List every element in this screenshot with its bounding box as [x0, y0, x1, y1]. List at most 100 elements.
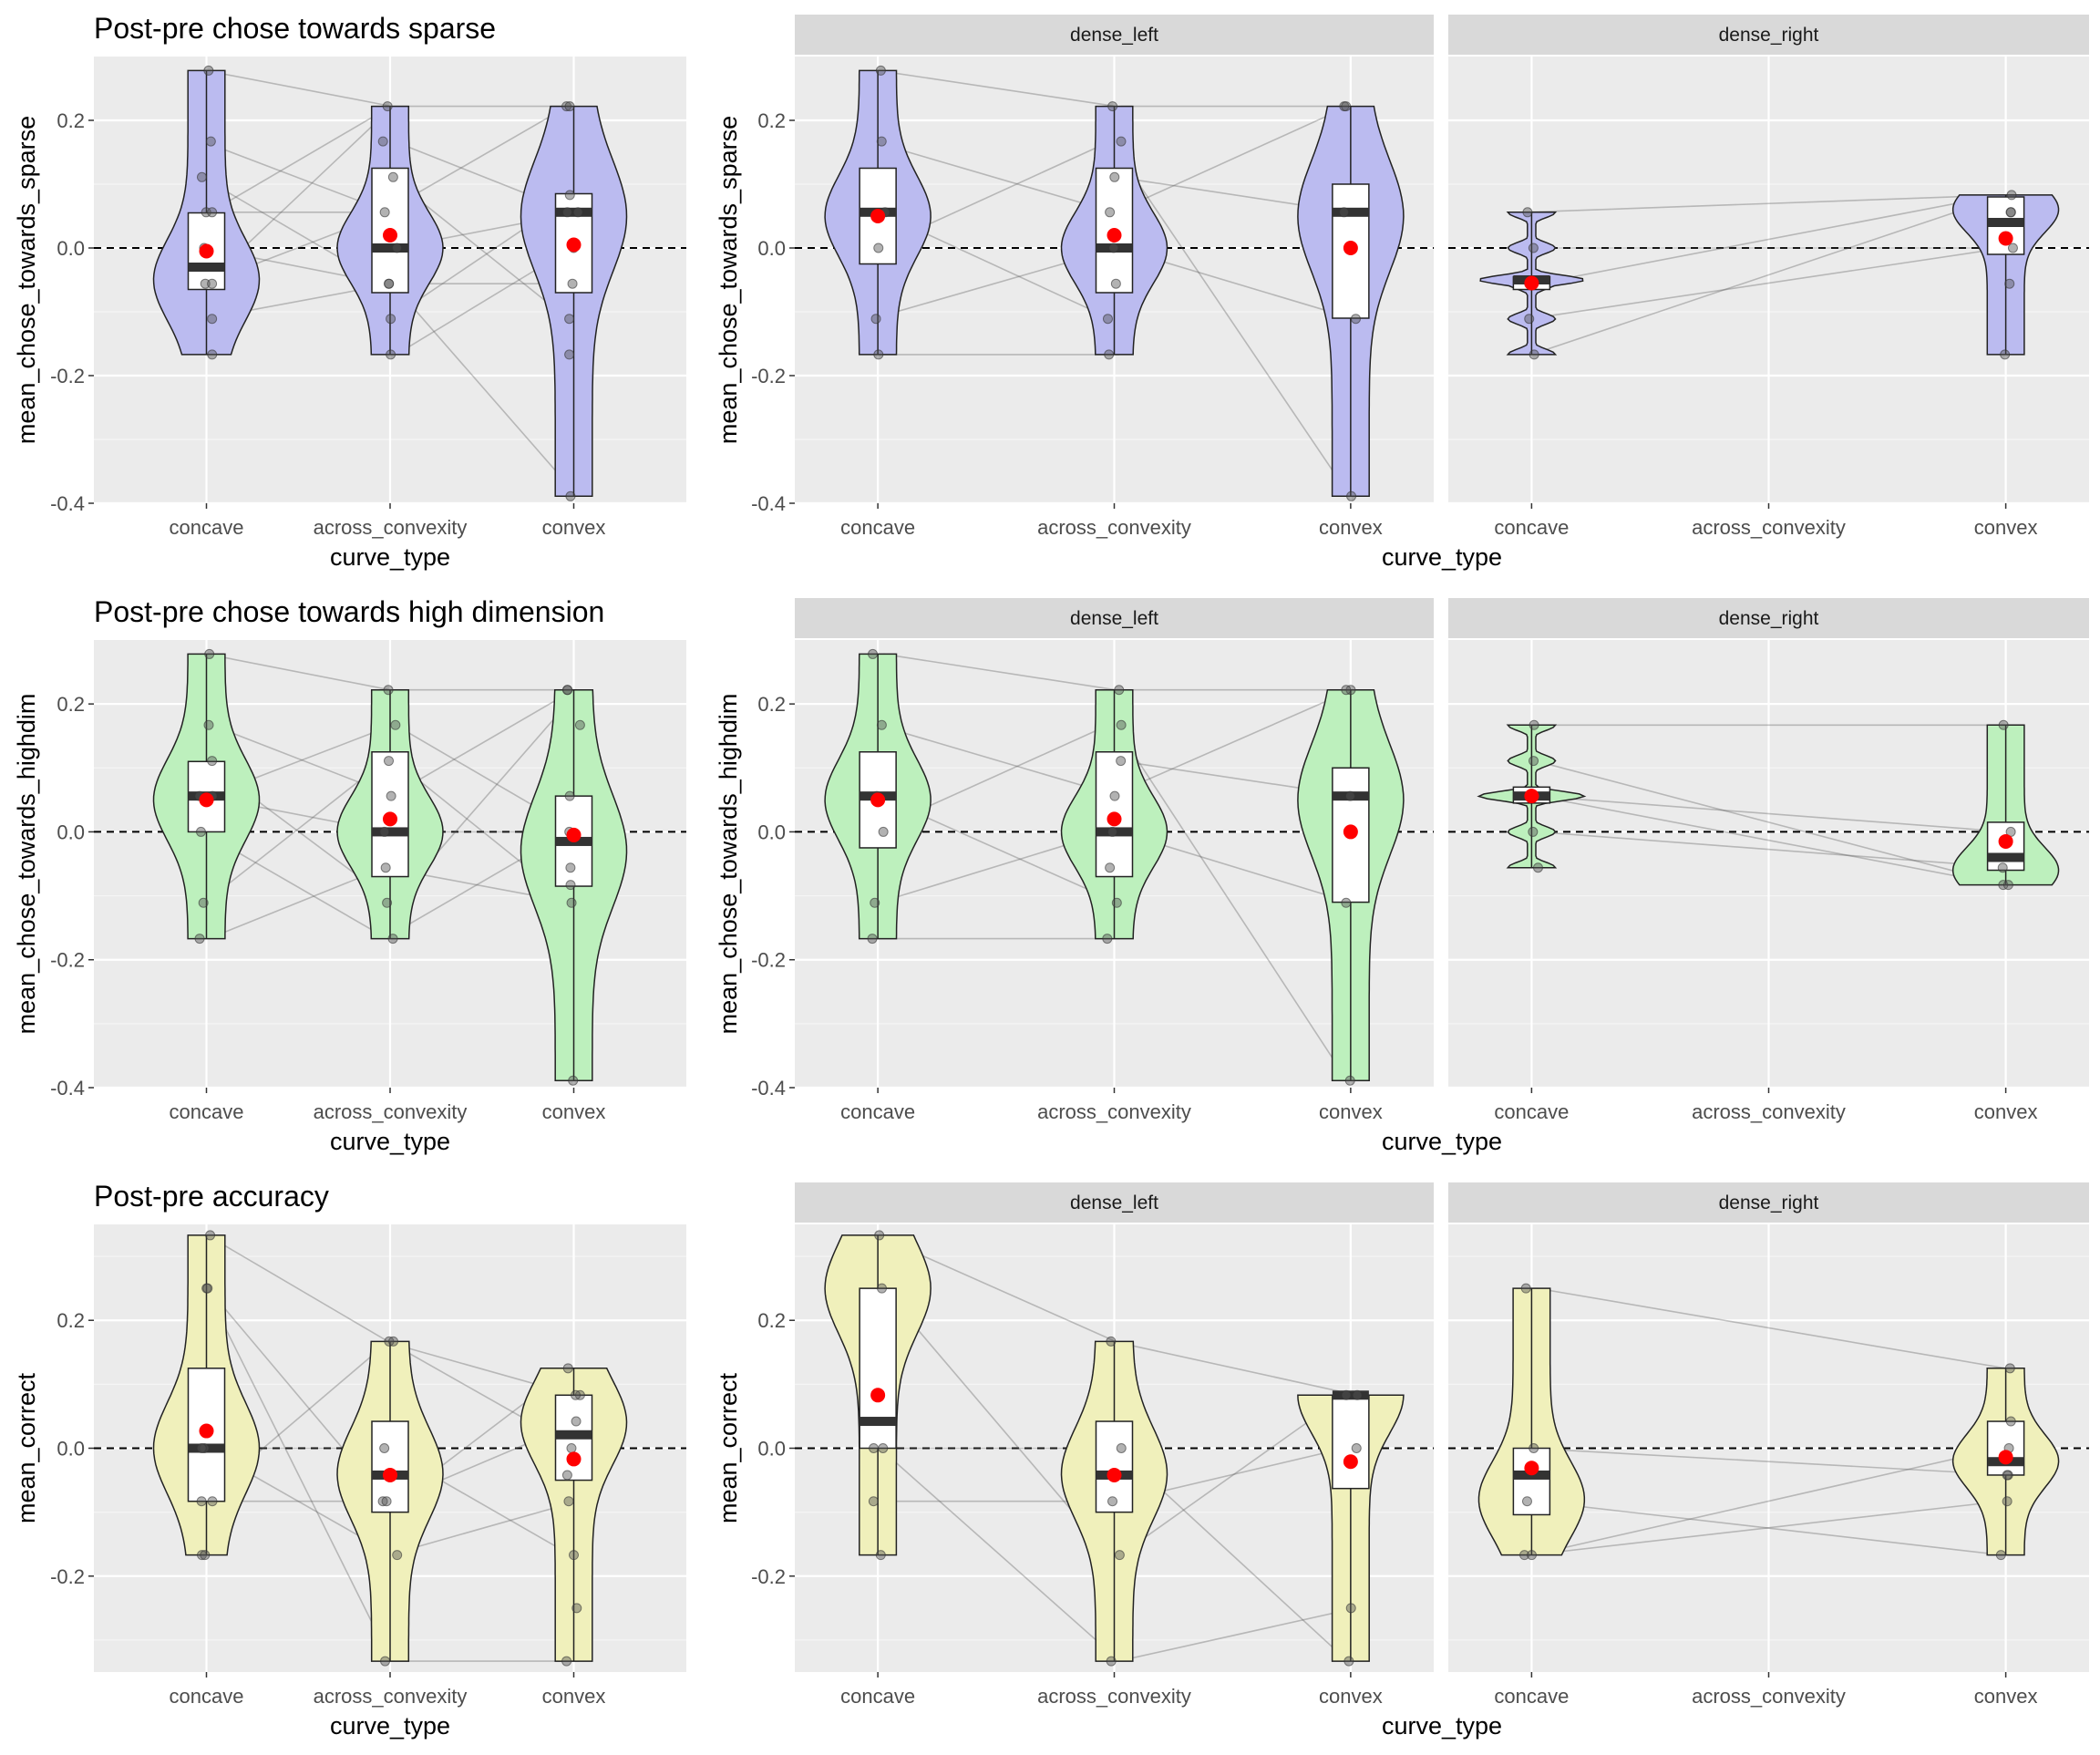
subject-connecting-line [390, 689, 574, 797]
violin-group [1477, 1283, 1586, 1561]
x-tick-label: concave [170, 516, 244, 539]
y-axis-label: mean_correct [13, 1372, 40, 1523]
subject-connecting-line [1528, 1447, 2012, 1476]
data-point [876, 136, 887, 147]
subject-connecting-line [209, 105, 392, 213]
box-median [188, 263, 225, 272]
data-point [207, 207, 218, 218]
subject-connecting-line [205, 69, 392, 108]
box-median [1987, 852, 2024, 862]
facet-strip-label: dense_left [1070, 25, 1158, 46]
data-point [1519, 1550, 1530, 1561]
data-point [1107, 101, 1118, 112]
data-point [1350, 314, 1361, 325]
mean-point [383, 1467, 397, 1482]
data-point [380, 862, 391, 873]
y-tick-label: 0.2 [757, 1309, 786, 1332]
y-tick-label: -0.4 [751, 1077, 786, 1099]
data-point [204, 648, 215, 659]
subject-connecting-line [1537, 795, 2003, 886]
data-point [572, 207, 583, 218]
x-tick-label: convex [1319, 516, 1383, 539]
violin-group [152, 1230, 261, 1561]
facet-strip-label: dense_left [1070, 1192, 1158, 1213]
violin-group [824, 65, 932, 360]
y-tick-label: 0.0 [757, 237, 786, 260]
box-iqr [371, 1420, 409, 1513]
data-point [1341, 1389, 1352, 1400]
violin-group [152, 648, 261, 945]
facet-strip [1448, 598, 2089, 638]
subject-connecting-line [871, 140, 1115, 213]
y-tick-label: 0.2 [757, 109, 786, 132]
box-iqr [1332, 1394, 1370, 1490]
y-axis-label: mean_chose_towards_sparse [715, 116, 742, 444]
mean-point [1998, 833, 2013, 849]
data-point [571, 1389, 582, 1400]
data-point [386, 314, 396, 325]
data-point [1341, 685, 1352, 696]
x-tick-label: convex [542, 1685, 606, 1708]
data-point [1528, 826, 1539, 837]
data-point [377, 136, 388, 147]
x-axis-label: curve_type [330, 1712, 450, 1740]
data-point [567, 278, 578, 289]
x-tick-label: convex [1974, 1100, 2038, 1123]
data-point [1529, 719, 1539, 730]
mean-point [383, 228, 397, 243]
x-tick-label: across_convexity [1692, 1100, 1846, 1123]
data-point [196, 1550, 207, 1561]
violin-group [1060, 1336, 1168, 1667]
data-point [1116, 1443, 1127, 1453]
subject-connecting-line [878, 69, 1116, 108]
data-point [381, 1496, 392, 1507]
data-point [1998, 880, 2009, 891]
data-point [571, 1603, 582, 1614]
data-point [1108, 243, 1119, 253]
data-point [1109, 171, 1120, 182]
x-tick-label: across_convexity [314, 516, 468, 539]
data-point [1532, 862, 1543, 873]
data-point [564, 790, 575, 801]
faceted-violin-chart-sparse: dense_left 0.2 0.0 -0.2 -0.4 concave across_co… [715, 15, 2089, 571]
violin-group [1297, 1389, 1405, 1667]
box-median [1332, 791, 1369, 801]
data-point [562, 685, 573, 696]
data-point [870, 314, 881, 325]
data-point [564, 314, 575, 325]
subject-connecting-line [208, 866, 386, 940]
mean-point [1524, 1461, 1539, 1476]
data-point [1116, 756, 1127, 767]
mean-point [566, 1451, 582, 1467]
data-point [387, 934, 398, 945]
subject-connecting-line [1531, 1447, 2002, 1556]
data-point [565, 862, 576, 873]
data-point [390, 719, 401, 730]
data-point [568, 1075, 579, 1086]
data-point [875, 65, 886, 76]
mean-point [1524, 275, 1539, 291]
violin-group [336, 1336, 444, 1667]
subject-connecting-line [1114, 724, 1348, 1081]
data-point [1114, 1550, 1125, 1561]
y-tick-label: -0.2 [50, 365, 85, 387]
box-median [1332, 207, 1369, 217]
x-tick-label: concave [840, 1685, 915, 1708]
data-point [2002, 1496, 2012, 1507]
box-median [372, 827, 408, 837]
data-point [384, 278, 395, 289]
data-point [1524, 314, 1535, 325]
data-point [1529, 349, 1539, 360]
data-point [574, 719, 585, 730]
mean-point [1524, 789, 1539, 804]
facet-strip [795, 1182, 1434, 1223]
data-point [207, 756, 218, 767]
data-point [870, 897, 880, 908]
violin-chart-sparse: 0.2 0.0 -0.2 -0.4 concave across_convexity con… [13, 12, 686, 571]
mean-point [1343, 241, 1358, 255]
data-point [388, 1336, 399, 1347]
subject-connecting-line [877, 724, 1118, 797]
mean-point [199, 792, 214, 808]
facet-strip [795, 15, 1434, 55]
data-point [2005, 207, 2016, 218]
